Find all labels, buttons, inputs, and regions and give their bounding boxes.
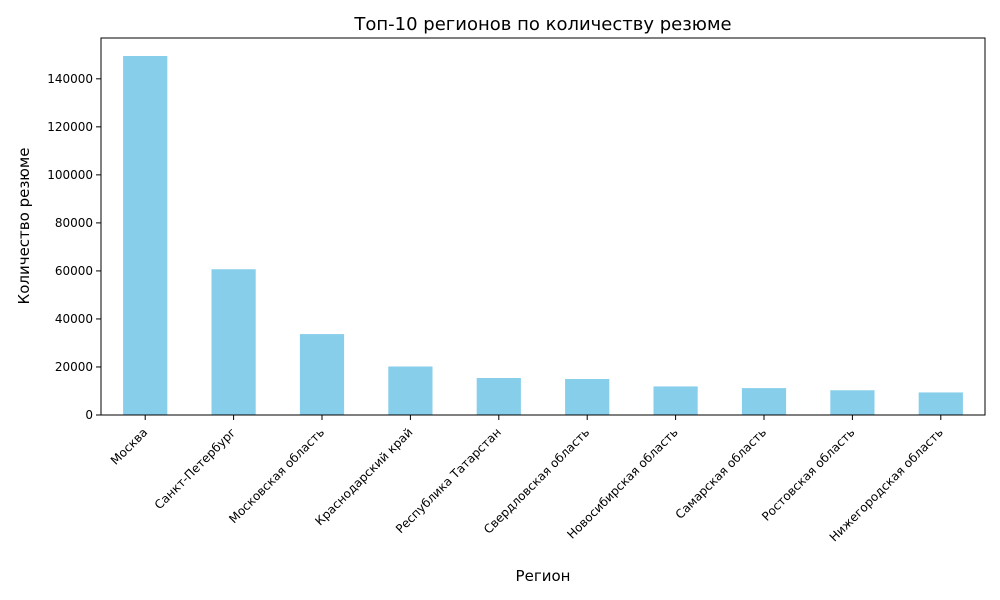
y-tick-label: 20000 (55, 360, 93, 374)
chart-title: Топ-10 регионов по количеству резюме (353, 14, 731, 35)
y-tick-label: 120000 (47, 120, 93, 134)
x-tick-label: Самарская область (673, 425, 769, 521)
plot-frame (100, 37, 986, 416)
y-tick-label: 40000 (55, 312, 93, 326)
y-tick-label: 80000 (55, 216, 93, 230)
x-axis-title: Регион (516, 567, 571, 585)
x-tick-label: Московская область (226, 425, 327, 526)
bar-6 (565, 378, 610, 415)
x-tick-label: Ростовская область (759, 425, 857, 523)
x-tick-label: Краснодарский край (312, 425, 415, 528)
bar-8 (741, 388, 787, 415)
y-axis-title: Количество резюме (15, 148, 33, 305)
bars-group (123, 56, 963, 415)
x-tick-label: Санкт-Петербург (152, 425, 239, 512)
bar-9 (830, 390, 875, 415)
y-tick-label: 100000 (47, 168, 93, 182)
y-axis: 0 20000 40000 60000 80000 100000 120000 140000 (47, 72, 101, 422)
y-tick-label: 0 (85, 408, 93, 422)
bar-7 (653, 386, 698, 415)
bar-1 (123, 56, 168, 415)
bar-5 (476, 378, 521, 415)
bar-10 (918, 392, 963, 415)
bar-2 (211, 269, 256, 415)
x-tick-label: Москва (108, 425, 150, 467)
y-tick-label: 140000 (47, 72, 93, 86)
bar-3 (299, 334, 345, 415)
bar-4 (388, 366, 433, 415)
y-tick-label: 60000 (55, 264, 93, 278)
